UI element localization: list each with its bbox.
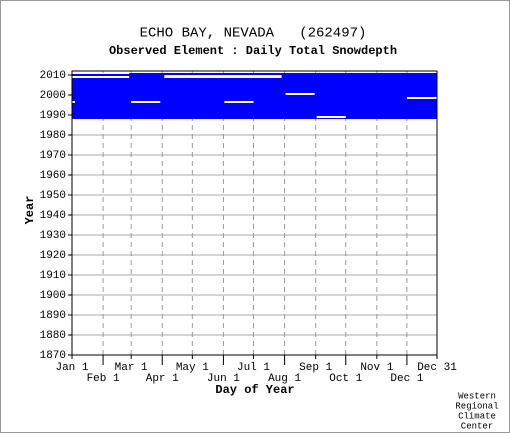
y-tick-label: 1880	[40, 330, 66, 342]
plot-border	[71, 70, 438, 356]
y-tick-label: 1980	[40, 130, 66, 142]
x-tick-label: Dec 1	[390, 373, 423, 385]
coverage-block	[161, 73, 232, 75]
x-tick-label: Jul 1	[237, 362, 270, 374]
y-tick-label: 1930	[40, 230, 66, 242]
y-tick-label: 1950	[40, 190, 66, 202]
credit-line: Regional	[455, 401, 498, 411]
y-tick-label: 1910	[40, 270, 66, 282]
chart-title: ECHO BAY, NEVADA (262497)	[140, 26, 367, 42]
gap-block	[224, 101, 254, 103]
gap-block	[406, 97, 437, 99]
x-tick-label: May 1	[176, 362, 209, 374]
y-tick-label: 2000	[40, 90, 66, 102]
x-tick-label: Dec 31	[417, 362, 457, 374]
x-tick-label: Sep 1	[299, 362, 332, 374]
x-axis-label: Day of Year	[215, 383, 294, 397]
x-tick-label: Mar 1	[115, 362, 148, 374]
y-tick-label: 1920	[40, 250, 66, 262]
credit-line: Center	[461, 421, 493, 431]
x-tick-label: Nov 1	[360, 362, 393, 374]
credit-line: Climate	[458, 411, 496, 421]
x-tick-label: Jan 1	[55, 362, 88, 374]
y-tick-label: 1890	[40, 310, 66, 322]
y-tick-label: 1960	[40, 170, 66, 182]
y-tick-label: 1970	[40, 150, 66, 162]
coverage-block	[316, 73, 437, 76]
x-tick-label: Apr 1	[146, 373, 179, 385]
x-tick-label: Jun 1	[207, 373, 240, 385]
gap-block	[72, 76, 130, 78]
gap-block	[131, 101, 161, 103]
gap-block	[164, 75, 282, 78]
y-tick-label: 1940	[40, 210, 66, 222]
x-tick-label: Oct 1	[329, 373, 362, 385]
credit-line: Western	[458, 391, 496, 401]
gap-block	[72, 73, 130, 74]
plot: 1870 1880 1890 1900 1910 1920 1930 1940 1950 1960…	[40, 70, 458, 385]
chart-subtitle: Observed Element : Daily Total Snowdepth	[109, 44, 397, 58]
gap-block	[316, 116, 346, 118]
gap-block	[72, 101, 76, 103]
coverage-block	[72, 74, 130, 76]
y-tick-label: 1990	[40, 110, 66, 122]
y-tick-label: 2010	[40, 70, 66, 82]
y-axis-label: Year	[23, 196, 37, 225]
x-tick-label: Aug 1	[268, 373, 301, 385]
x-tick-label: Feb 1	[87, 373, 120, 385]
y-tick-label: 1900	[40, 290, 66, 302]
coverage-block	[72, 73, 437, 119]
gap-block	[285, 93, 315, 95]
y-tick-label: 1870	[40, 350, 66, 362]
